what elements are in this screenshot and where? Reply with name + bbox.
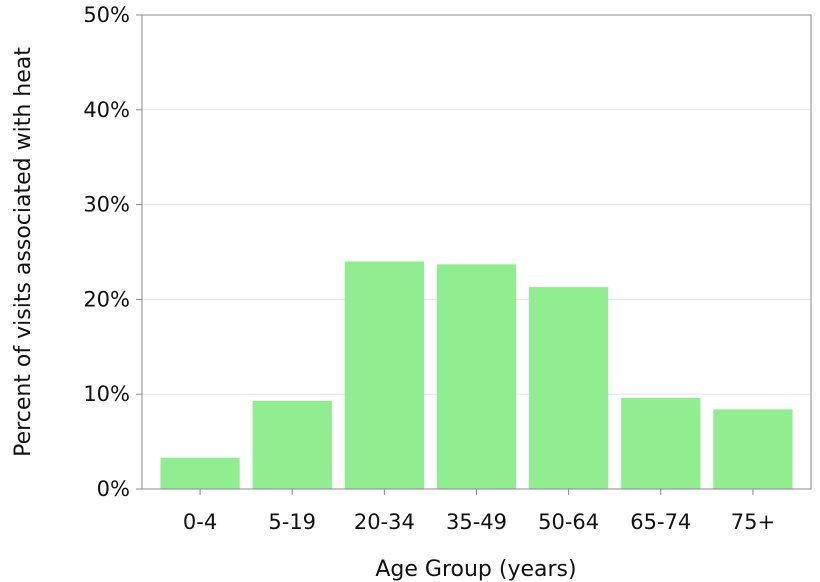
bar-75+ bbox=[713, 409, 793, 489]
x-tick-label: 20-34 bbox=[354, 510, 415, 534]
y-tick-label: 10% bbox=[83, 382, 130, 406]
bars bbox=[160, 261, 793, 489]
bar-50-64 bbox=[529, 287, 609, 489]
y-axis-title: Percent of visits associated with heat bbox=[11, 47, 36, 457]
bar-5-19 bbox=[252, 400, 332, 489]
x-tick-label: 75+ bbox=[731, 510, 775, 534]
y-tick-label: 50% bbox=[83, 3, 130, 27]
x-axis-ticks: 0-4 5-19 20-34 35-49 50-64 65-74 75+ bbox=[183, 489, 775, 534]
x-tick-label: 0-4 bbox=[183, 510, 217, 534]
bar-20-34 bbox=[344, 261, 424, 489]
x-tick-label: 5-19 bbox=[268, 510, 316, 534]
bar-65-74 bbox=[621, 397, 701, 489]
x-tick-label: 35-49 bbox=[446, 510, 507, 534]
x-tick-label: 65-74 bbox=[630, 510, 691, 534]
bar-35-49 bbox=[436, 264, 517, 489]
bar-0-4 bbox=[160, 457, 240, 489]
y-tick-label: 20% bbox=[83, 287, 130, 311]
x-tick-label: 50-64 bbox=[538, 510, 599, 534]
y-tick-label: 0% bbox=[97, 477, 130, 501]
y-axis-ticks: 0% 10% 20% 30% 40% 50% bbox=[83, 3, 142, 501]
y-tick-label: 30% bbox=[83, 193, 130, 217]
y-tick-label: 40% bbox=[83, 98, 130, 122]
x-axis-title: Age Group (years) bbox=[375, 557, 576, 582]
